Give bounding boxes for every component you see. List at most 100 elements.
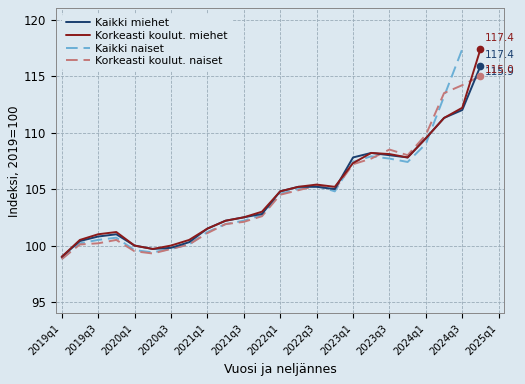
Line: Korkeasti koulut. miehet: Korkeasti koulut. miehet [61, 49, 480, 257]
Korkeasti koulut. naiset [204, 231, 211, 235]
Korkeasti koulut. miehet [368, 151, 374, 155]
Korkeasti koulut. miehet [168, 243, 174, 248]
Kaikki naiset [459, 47, 466, 51]
Line: Kaikki naiset: Kaikki naiset [61, 49, 463, 259]
Kaikki naiset [259, 213, 265, 217]
Korkeasti koulut. miehet [58, 255, 65, 259]
Korkeasti koulut. miehet [95, 232, 101, 237]
Kaikki naiset [277, 191, 284, 196]
Kaikki miehet [368, 151, 374, 155]
Text: 115.9: 115.9 [485, 67, 515, 77]
Y-axis label: Indeksi, 2019=100: Indeksi, 2019=100 [8, 105, 22, 217]
Kaikki miehet [277, 189, 284, 194]
Kaikki miehet [77, 239, 83, 243]
Korkeasti koulut. miehet [113, 230, 120, 234]
Kaikki miehet [58, 255, 65, 259]
Korkeasti koulut. naiset [477, 74, 484, 78]
Kaikki miehet [150, 247, 156, 251]
Korkeasti koulut. naiset [223, 222, 229, 227]
Korkeasti koulut. naiset [58, 257, 65, 262]
Korkeasti koulut. naiset [95, 241, 101, 246]
Text: 117.4: 117.4 [485, 50, 515, 60]
Kaikki naiset [332, 189, 338, 194]
Korkeasti koulut. miehet [259, 209, 265, 214]
Korkeasti koulut. naiset [168, 247, 174, 251]
Kaikki miehet [350, 155, 356, 160]
Kaikki naiset [186, 242, 192, 247]
Korkeasti koulut. naiset [113, 238, 120, 242]
Kaikki naiset [204, 230, 211, 234]
Korkeasti koulut. miehet [441, 116, 447, 120]
Kaikki naiset [150, 250, 156, 255]
Kaikki naiset [295, 187, 301, 191]
Kaikki miehet [223, 218, 229, 223]
Kaikki miehet [332, 187, 338, 191]
Kaikki miehet [459, 108, 466, 112]
Kaikki naiset [77, 241, 83, 246]
Korkeasti koulut. miehet [332, 185, 338, 189]
Korkeasti koulut. naiset [350, 162, 356, 167]
Kaikki naiset [240, 218, 247, 223]
Kaikki naiset [350, 160, 356, 164]
Korkeasti koulut. naiset [423, 132, 429, 137]
Kaikki naiset [131, 248, 138, 252]
Korkeasti koulut. naiset [277, 192, 284, 197]
Korkeasti koulut. naiset [459, 83, 466, 88]
Korkeasti koulut. miehet [423, 136, 429, 141]
Korkeasti koulut. naiset [404, 153, 411, 157]
Kaikki miehet [240, 215, 247, 220]
Korkeasti koulut. naiset [332, 187, 338, 191]
Korkeasti koulut. naiset [131, 249, 138, 253]
Kaikki naiset [168, 247, 174, 251]
Kaikki naiset [423, 142, 429, 146]
Kaikki miehet [477, 64, 484, 68]
Kaikki miehet [423, 136, 429, 141]
Korkeasti koulut. miehet [223, 218, 229, 223]
Kaikki miehet [131, 243, 138, 248]
Text: 115.0: 115.0 [485, 65, 515, 75]
Korkeasti koulut. miehet [131, 243, 138, 248]
Kaikki naiset [404, 160, 411, 164]
Korkeasti koulut. miehet [77, 238, 83, 242]
Korkeasti koulut. naiset [368, 156, 374, 161]
X-axis label: Vuosi ja neljännes: Vuosi ja neljännes [224, 362, 337, 376]
Korkeasti koulut. naiset [386, 147, 393, 152]
Kaikki miehet [204, 226, 211, 231]
Korkeasti koulut. naiset [186, 242, 192, 247]
Kaikki naiset [223, 222, 229, 227]
Kaikki miehet [404, 155, 411, 160]
Korkeasti koulut. miehet [240, 215, 247, 220]
Korkeasti koulut. naiset [313, 184, 320, 188]
Korkeasti koulut. naiset [259, 214, 265, 218]
Korkeasti koulut. miehet [277, 189, 284, 194]
Korkeasti koulut. miehet [477, 47, 484, 51]
Kaikki naiset [386, 156, 393, 161]
Korkeasti koulut. naiset [77, 242, 83, 247]
Kaikki miehet [168, 245, 174, 250]
Korkeasti koulut. miehet [350, 161, 356, 166]
Korkeasti koulut. miehet [204, 226, 211, 231]
Kaikki naiset [441, 94, 447, 99]
Korkeasti koulut. miehet [150, 247, 156, 251]
Korkeasti koulut. miehet [386, 152, 393, 156]
Korkeasti koulut. miehet [295, 185, 301, 189]
Korkeasti koulut. naiset [150, 251, 156, 256]
Korkeasti koulut. naiset [240, 220, 247, 224]
Kaikki miehet [95, 234, 101, 239]
Line: Kaikki miehet: Kaikki miehet [61, 66, 480, 257]
Text: 117.4: 117.4 [485, 33, 515, 43]
Korkeasti koulut. miehet [186, 238, 192, 242]
Kaikki miehet [295, 185, 301, 189]
Korkeasti koulut. naiset [441, 91, 447, 95]
Kaikki miehet [113, 232, 120, 237]
Kaikki naiset [313, 184, 320, 188]
Kaikki naiset [58, 257, 65, 262]
Kaikki naiset [113, 235, 120, 240]
Korkeasti koulut. naiset [295, 188, 301, 192]
Korkeasti koulut. miehet [459, 106, 466, 110]
Line: Korkeasti koulut. naiset: Korkeasti koulut. naiset [61, 76, 480, 259]
Kaikki miehet [186, 240, 192, 245]
Korkeasti koulut. miehet [404, 155, 411, 160]
Korkeasti koulut. miehet [313, 182, 320, 187]
Legend: Kaikki miehet, Korkeasti koulut. miehet, Kaikki naiset, Korkeasti koulut. naiset: Kaikki miehet, Korkeasti koulut. miehet,… [61, 14, 232, 71]
